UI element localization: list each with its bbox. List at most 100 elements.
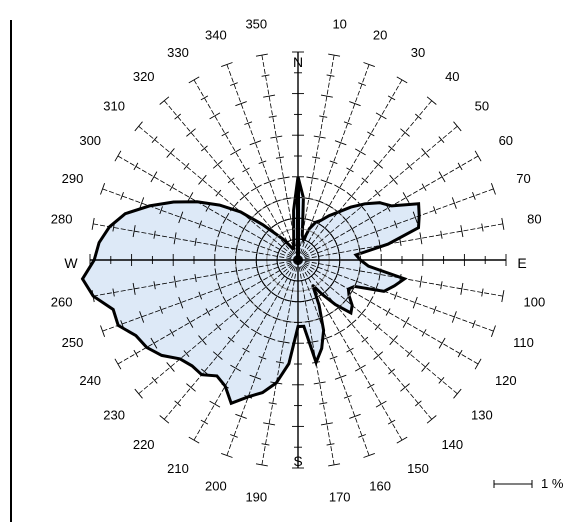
- spoke-tick-50-4: [421, 148, 430, 158]
- spoke-tick-310-3.5: [183, 163, 190, 170]
- spoke-tick-330-1.5: [263, 203, 271, 209]
- cardinal-label-south: S: [293, 453, 302, 469]
- spoke-tick-200-4: [235, 413, 247, 419]
- spoke-tick-230-5: [134, 388, 143, 399]
- spoke-tick-40-2.5: [361, 177, 369, 184]
- spoke-tick-140-1.5: [334, 304, 342, 311]
- spoke-tick-310-5: [134, 121, 143, 132]
- spoke-tick-210-5: [188, 436, 200, 444]
- spoke-tick-20-2.5: [329, 160, 338, 165]
- spoke-tick-330-2.5: [242, 167, 250, 173]
- spoke-tick-80-3: [419, 232, 423, 245]
- spoke-tick-100-4: [460, 282, 464, 295]
- spoke-tick-70-5: [490, 183, 496, 195]
- spoke-tick-320-4.5: [174, 113, 181, 120]
- spoke-tick-240-2.5: [205, 308, 211, 316]
- spoke-tick-100-5: [501, 290, 505, 303]
- spoke-tick-170-5: [328, 463, 341, 467]
- spoke-tick-130-2: [357, 308, 366, 319]
- spoke-tick-170-4.5: [326, 443, 335, 446]
- spoke-tick-80-4: [460, 225, 464, 238]
- spoke-tick-320-2: [239, 192, 250, 201]
- spoke-tick-110-1.5: [354, 277, 359, 286]
- spoke-tick-160-3.5: [343, 395, 352, 399]
- spoke-tick-250-5: [100, 325, 106, 337]
- spoke-tick-230-2: [230, 308, 239, 319]
- spoke-tick-160-2: [320, 335, 333, 341]
- spoke-tick-190-1.5: [283, 320, 292, 323]
- spoke-tick-70-3: [412, 211, 418, 224]
- label-layer: N E S W 10 20 30 40 50 60 70 80 100 110 120 130 140 1…: [51, 17, 546, 505]
- spoke-tick-310-2.5: [215, 189, 222, 197]
- spoke-tick-300-4: [150, 171, 158, 183]
- spoke-tick-10-2: [306, 176, 319, 180]
- spoke-tick-240-3.5: [169, 329, 175, 337]
- spoke-tick-110-2: [373, 282, 379, 295]
- spoke-tick-320-3.5: [201, 145, 208, 152]
- spoke-tick-260-2: [214, 268, 218, 281]
- spoke-tick-10-1.5: [304, 197, 313, 200]
- spoke-tick-30-5: [396, 76, 408, 84]
- spoke-tick-260-3: [173, 275, 177, 288]
- spoke-tick-150-3: [354, 364, 366, 372]
- spoke-tick-150-2.5: [346, 347, 354, 353]
- spoke-tick-80-2.5: [399, 237, 402, 246]
- sector-label-110: 110: [513, 335, 534, 350]
- spoke-tick-170-2.5: [312, 361, 321, 364]
- spoke-tick-220-3: [212, 351, 223, 360]
- sector-label-200: 200: [205, 479, 227, 494]
- spoke-tick-250-4.5: [120, 320, 124, 328]
- spoke-tick-10-3.5: [319, 115, 328, 118]
- spoke-tick-120-1.5: [349, 287, 355, 295]
- spoke-tick-170-2: [306, 340, 319, 344]
- spoke-tick-230-2.5: [215, 323, 222, 331]
- spoke-tick-190-3: [270, 381, 283, 385]
- spoke-tick-140-5: [426, 415, 437, 424]
- spoke-tick-300-2: [222, 212, 230, 224]
- sector-label-70: 70: [516, 171, 530, 186]
- spoke-tick-110-2.5: [393, 291, 398, 300]
- sector-label-140: 140: [441, 437, 463, 452]
- sector-label-300: 300: [79, 133, 101, 148]
- spoke-tick-290-2: [217, 225, 223, 238]
- spoke-tick-280-5: [91, 217, 95, 230]
- spoke-tick-30-4.5: [387, 95, 396, 101]
- spoke-tick-60-3.5: [421, 183, 427, 191]
- sector-label-150: 150: [407, 461, 429, 476]
- sector-label-50: 50: [475, 99, 489, 114]
- spoke-tick-260-4.5: [112, 288, 115, 297]
- sector-label-240: 240: [79, 373, 101, 388]
- spoke-tick-50-3: [389, 174, 398, 185]
- spoke-tick-340-4.5: [230, 82, 238, 86]
- spoke-tick-20-5: [363, 62, 375, 68]
- spoke-tick-80-5: [501, 217, 505, 230]
- sector-label-40: 40: [445, 69, 459, 84]
- spoke-tick-230-3: [198, 335, 207, 346]
- spoke-tick-100-2: [378, 268, 382, 281]
- sector-label-100: 100: [524, 295, 546, 310]
- spoke-tick-60-1.5: [349, 225, 355, 233]
- spoke-tick-300-2.5: [205, 204, 211, 212]
- cardinal-label-east: E: [517, 255, 526, 271]
- spoke-tick-150-4: [375, 400, 387, 408]
- spoke-tick-110-5: [490, 325, 496, 337]
- spoke-tick-210-4: [209, 400, 221, 408]
- spoke-tick-330-4: [209, 112, 221, 120]
- sector-label-350: 350: [245, 17, 267, 32]
- spoke-tick-170-3.5: [319, 402, 328, 405]
- spoke-tick-200-3.5: [244, 395, 253, 399]
- spoke-tick-100-2.5: [399, 274, 402, 283]
- spoke-tick-60-2: [366, 212, 374, 224]
- spoke-tick-70-4.5: [472, 192, 476, 200]
- frequency-area: [80, 176, 421, 406]
- spoke-tick-200-1.5: [272, 316, 281, 321]
- spoke-tick-280-4: [132, 225, 136, 238]
- spoke-tick-190-4.5: [261, 443, 270, 446]
- spoke-tick-160-2.5: [329, 355, 338, 360]
- spoke-tick-110-4: [451, 311, 457, 323]
- sector-label-170: 170: [329, 489, 351, 504]
- spoke-tick-70-2: [373, 225, 379, 238]
- spoke-tick-130-4.5: [438, 377, 445, 384]
- spoke-tick-140-3: [373, 351, 384, 360]
